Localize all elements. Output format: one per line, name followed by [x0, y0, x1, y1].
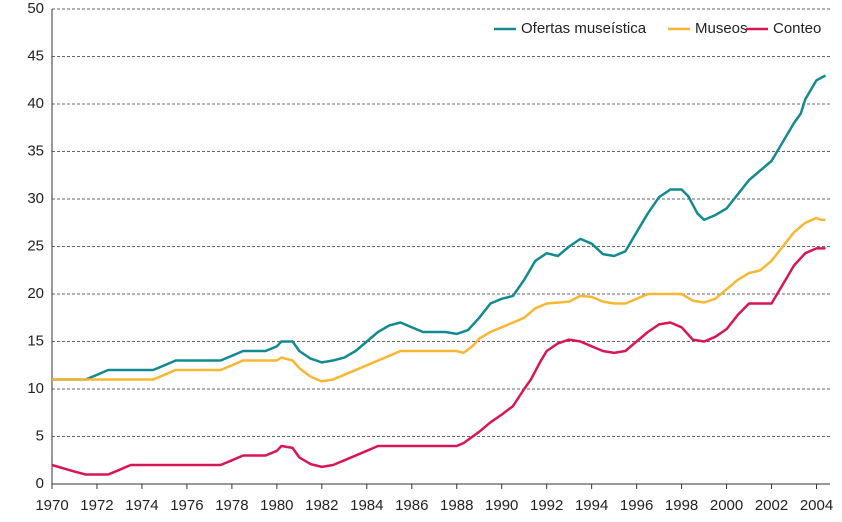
x-tick-label: 1972: [80, 497, 113, 514]
x-tick-label: 1996: [620, 497, 653, 514]
line: [52, 216, 826, 383]
y-tick-label: 15: [27, 332, 44, 349]
x-tick-label: 1982: [305, 497, 338, 514]
y-tick-label: 0: [36, 475, 44, 492]
legend-label: Conteo: [773, 20, 821, 37]
x-tick-label: 1988: [440, 497, 473, 514]
x-tick-label: 1992: [530, 497, 563, 514]
x-tick-label: 1974: [125, 497, 158, 514]
y-tick-label: 35: [27, 142, 44, 159]
y-tick-label: 50: [27, 0, 44, 17]
line: [52, 74, 827, 381]
x-tick-label: 1984: [350, 497, 383, 514]
y-tick-label: 25: [27, 237, 44, 254]
y-tick-label: 5: [36, 427, 44, 444]
legend-label: Ofertas museística: [521, 20, 647, 37]
x-tick-label: 2002: [755, 497, 788, 514]
x-tick-label: 1980: [260, 497, 293, 514]
x-tick-label: 1998: [665, 497, 698, 514]
x-tick-label: 2004: [800, 497, 833, 514]
x-tick-label: 1978: [215, 497, 248, 514]
y-tick-label: 30: [27, 190, 44, 207]
x-tick-label: 1976: [170, 497, 203, 514]
y-tick-label: 20: [27, 285, 44, 302]
legend-label: Museos: [695, 20, 748, 37]
y-tick-label: 40: [27, 95, 44, 112]
y-tick-label: 10: [27, 380, 44, 397]
x-tick-label: 1990: [485, 497, 518, 514]
x-tick-label: 2000: [710, 497, 743, 514]
y-tick-label: 45: [27, 47, 44, 64]
x-tick-label: 1986: [395, 497, 428, 514]
line: [51, 247, 826, 476]
x-tick-label: 1970: [35, 497, 68, 514]
x-tick-label: 1994: [575, 497, 608, 514]
